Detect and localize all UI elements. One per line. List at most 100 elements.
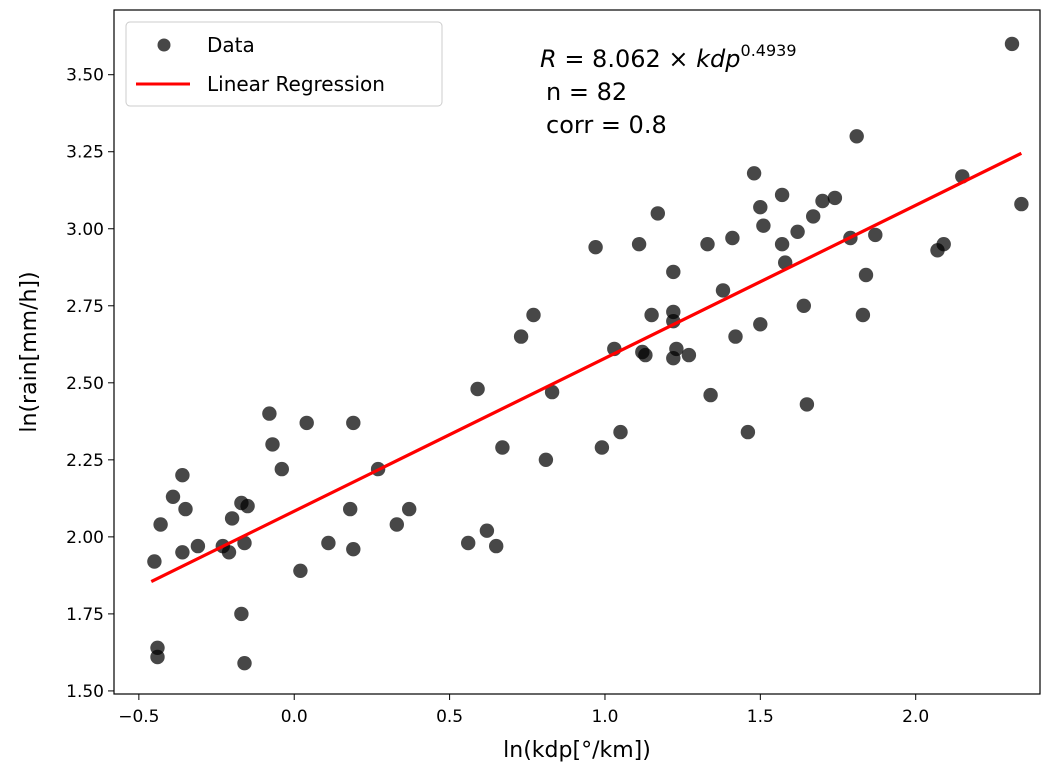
plot-frame <box>113 9 1041 695</box>
x-tick-label: 0.0 <box>281 707 308 727</box>
data-point-38 <box>588 240 603 255</box>
data-point-80 <box>1004 36 1020 52</box>
y-tick-label: 2.25 <box>66 451 104 471</box>
eq-exponent: 0.4939 <box>741 41 797 60</box>
data-point-37 <box>544 384 560 400</box>
fit-equation: R = 8.062 × kdp0.4939 <box>540 41 797 73</box>
data-point-56 <box>725 230 740 246</box>
data-point-67 <box>796 298 811 313</box>
data-point-18 <box>265 437 280 452</box>
data-point-0 <box>147 554 162 569</box>
data-point-24 <box>346 415 361 431</box>
fit-annotation: R = 8.062 × kdp0.4939 n = 82 corr = 0.8 <box>540 41 797 139</box>
data-point-14 <box>237 535 252 551</box>
y-axis-label: ln(rain[mm/h]) <box>17 271 42 432</box>
data-point-11 <box>224 511 240 526</box>
data-point-29 <box>461 535 476 551</box>
data-point-42 <box>631 237 647 252</box>
y-tick-label: 3.00 <box>66 220 104 240</box>
data-points <box>147 36 1029 671</box>
data-point-33 <box>495 440 510 455</box>
data-point-64 <box>774 237 790 252</box>
data-point-4 <box>165 489 181 504</box>
data-point-13 <box>240 498 255 514</box>
data-point-10 <box>221 545 237 560</box>
data-point-70 <box>815 193 830 209</box>
data-point-54 <box>703 387 718 403</box>
data-point-59 <box>746 166 762 181</box>
data-point-1 <box>153 517 168 532</box>
x-tick-label: 1.0 <box>591 707 618 727</box>
data-point-81 <box>1014 196 1029 212</box>
data-point-55 <box>715 283 731 298</box>
data-point-60 <box>753 200 768 215</box>
data-point-44 <box>638 347 653 363</box>
y-tick-label: 2.50 <box>66 374 104 394</box>
eq-middle: = 8.062 × <box>557 45 696 73</box>
eq-prefix: R <box>540 45 557 73</box>
data-point-30 <box>470 381 485 397</box>
sample-count: n = 82 <box>546 78 627 106</box>
y-tick-label: 1.50 <box>66 682 104 702</box>
legend: Data Linear Regression <box>125 21 443 107</box>
data-point-23 <box>343 501 358 517</box>
data-point-47 <box>666 264 681 280</box>
data-point-71 <box>827 190 843 206</box>
data-point-17 <box>262 406 277 421</box>
data-point-74 <box>855 307 871 323</box>
data-point-22 <box>321 535 336 551</box>
x-tick-label: 1.5 <box>747 707 774 727</box>
data-point-76 <box>868 227 883 243</box>
x-tick-label: 2.0 <box>902 707 929 727</box>
data-point-36 <box>538 452 554 467</box>
x-tick-label: −0.5 <box>118 707 159 727</box>
data-point-5 <box>175 468 190 483</box>
data-point-63 <box>774 187 790 203</box>
data-point-61 <box>753 317 768 332</box>
data-point-51 <box>669 341 684 357</box>
data-point-73 <box>849 129 864 144</box>
data-point-68 <box>799 397 815 412</box>
data-point-66 <box>790 224 805 239</box>
x-tick-label: 0.5 <box>436 707 463 727</box>
y-tick-label: 3.25 <box>66 143 104 163</box>
data-point-16 <box>237 656 252 671</box>
data-point-25 <box>346 542 361 557</box>
data-point-19 <box>274 461 289 477</box>
legend-data-label: Data <box>207 33 255 57</box>
data-point-57 <box>728 329 743 344</box>
data-point-58 <box>740 424 756 440</box>
data-point-52 <box>681 347 697 363</box>
data-point-34 <box>513 329 529 344</box>
data-point-69 <box>806 209 821 224</box>
data-point-15 <box>234 606 249 622</box>
regression-layer <box>150 151 1023 583</box>
regression-line <box>150 151 1023 583</box>
data-point-35 <box>526 307 541 323</box>
data-point-20 <box>293 563 308 578</box>
data-point-7 <box>175 545 190 560</box>
data-point-32 <box>489 538 504 554</box>
data-point-28 <box>402 501 417 517</box>
legend-data-marker <box>157 38 171 52</box>
y-axis-ticks: 1.50 1.75 2.00 2.25 2.50 2.75 3.00 3.25 3.50 <box>66 66 114 702</box>
correlation: corr = 0.8 <box>546 111 667 139</box>
x-axis-label: ln(kdp[°/km]) <box>503 738 651 763</box>
data-point-46 <box>650 206 665 221</box>
data-point-6 <box>178 501 193 517</box>
legend-box <box>125 21 443 107</box>
data-point-62 <box>756 218 771 233</box>
y-tick-label: 2.75 <box>66 297 104 317</box>
data-point-3 <box>150 649 165 665</box>
y-tick-label: 3.50 <box>66 66 104 86</box>
data-point-78 <box>936 237 951 252</box>
x-axis-ticks: −0.5 0.0 0.5 1.0 1.5 2.0 <box>118 694 929 727</box>
data-point-75 <box>858 267 874 283</box>
data-point-41 <box>613 424 628 440</box>
eq-var: kdp <box>696 45 740 73</box>
data-point-21 <box>299 415 314 431</box>
data-point-8 <box>190 538 206 554</box>
y-tick-label: 1.75 <box>66 605 104 625</box>
data-point-39 <box>594 440 610 455</box>
